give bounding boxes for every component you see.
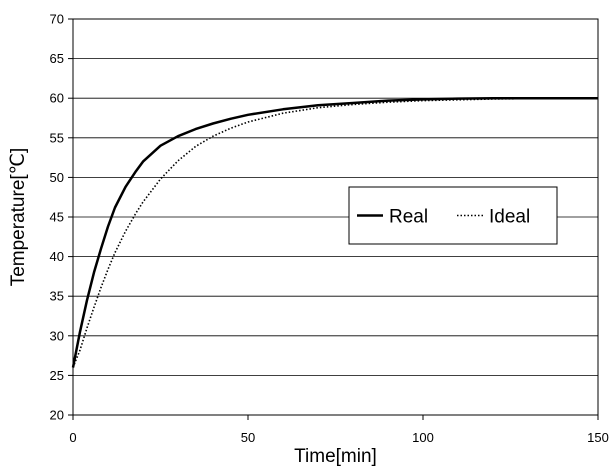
y-tick-label: 45 — [50, 210, 64, 225]
y-tick-label: 50 — [50, 170, 64, 185]
x-axis-title: Time[min] — [294, 446, 377, 467]
series-line-ideal — [72, 97, 598, 368]
x-tick-label: 150 — [587, 430, 609, 445]
tick-labels: 20 25 30 35 40 45 50 55 60 65 70 0 50 100 150 — [50, 12, 609, 446]
y-tick-label: 25 — [50, 368, 64, 383]
legend-label-ideal: Ideal — [489, 207, 530, 228]
y-tick-label: 60 — [50, 91, 64, 106]
x-tick-label: 0 — [69, 430, 76, 445]
y-tick-label: 20 — [50, 408, 64, 423]
x-tick-label: 50 — [241, 430, 255, 445]
series-line-real — [71, 96, 598, 368]
y-tick-label: 55 — [50, 130, 64, 145]
legend-box — [348, 186, 558, 245]
y-tick-label: 30 — [50, 328, 64, 343]
y-axis-title: Temperature[℃] — [8, 148, 29, 287]
legend-label-real: Real — [389, 207, 428, 228]
legend: Real Ideal — [348, 186, 558, 245]
y-tick-label: 70 — [50, 12, 64, 27]
x-tick-label: 100 — [412, 430, 434, 445]
y-tick-label: 65 — [50, 51, 64, 66]
y-tick-label: 40 — [50, 249, 64, 264]
series-layer — [71, 96, 598, 368]
y-tick-label: 35 — [50, 289, 64, 304]
